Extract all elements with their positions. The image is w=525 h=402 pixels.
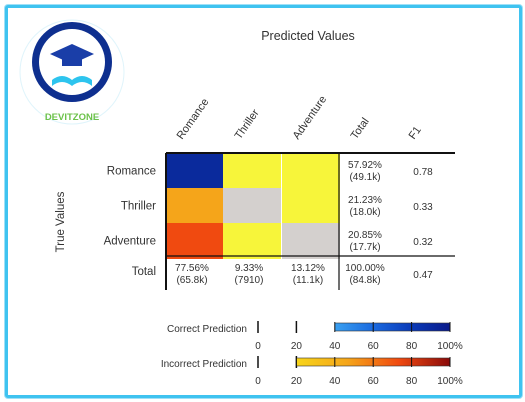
column-total-pct: 77.56% (175, 263, 209, 274)
row-label: Adventure (104, 236, 156, 248)
legend-tick-label: 80 (406, 341, 418, 352)
legend-tick-label: 60 (368, 376, 380, 387)
column-total-pct: 9.33% (235, 263, 263, 274)
legend-tick-label: 100% (437, 341, 463, 352)
legend-tick-label: 0 (255, 376, 261, 387)
matrix-cell (166, 223, 224, 259)
y-axis-label: True Values (55, 191, 67, 252)
graduation-cap-base-icon (62, 58, 82, 66)
total-row-label: Total (132, 266, 156, 278)
legend-tick-label: 0 (255, 341, 261, 352)
row-total-count: (18.0k) (349, 207, 380, 218)
column-total-count: (84.8k) (349, 275, 380, 286)
matrix-cell (282, 153, 340, 189)
f1-value: 0.32 (413, 237, 433, 248)
matrix-cell (223, 153, 281, 189)
column-total-count: (7910) (235, 275, 264, 286)
legend-label: Correct Prediction (167, 324, 247, 335)
row-total-pct: 20.85% (348, 230, 382, 241)
chart-title: Predicted Values (261, 29, 355, 43)
column-header: Romance (175, 96, 212, 141)
legend-color-bar (334, 322, 451, 332)
column-header: Adventure (291, 94, 330, 142)
legend-tick-label: 80 (406, 376, 418, 387)
f1-value: 0.47 (413, 270, 433, 281)
matrix-group: Romance Thriller Adventure Total F1 Romance Th… (104, 94, 455, 290)
legend-tick-label: 40 (329, 376, 341, 387)
devitzone-logo: DEVITZONE (19, 19, 125, 125)
column-total-pct: 13.12% (291, 263, 325, 274)
matrix-cell (282, 188, 340, 224)
row-total-count: (49.1k) (349, 172, 380, 183)
matrix-cell (223, 188, 281, 224)
column-header: Thriller (233, 107, 262, 142)
legend-tick-label: 40 (329, 341, 341, 352)
matrix-cell (282, 223, 340, 259)
logo-brand-text: DEVITZONE (45, 112, 99, 123)
legend-group: Correct Prediction 0 20 40 60 80 100% Incorrect… (161, 321, 463, 387)
row-total-pct: 57.92% (348, 160, 382, 171)
legend-label: Incorrect Prediction (161, 359, 247, 370)
f1-value: 0.78 (413, 167, 433, 178)
row-total-pct: 21.23% (348, 195, 382, 206)
matrix-cell (223, 223, 281, 259)
matrix-cell (166, 188, 224, 224)
column-total-count: (11.1k) (293, 275, 323, 286)
legend-tick-label: 60 (368, 341, 380, 352)
legend-tick-label: 20 (291, 376, 303, 387)
row-label: Romance (107, 166, 156, 178)
open-book-icon (52, 76, 92, 86)
legend-tick-label: 20 (291, 341, 303, 352)
column-total-pct: 100.00% (345, 263, 385, 274)
f1-value: 0.33 (413, 202, 433, 213)
column-total-count: (65.8k) (176, 275, 207, 286)
matrix-cell (166, 153, 224, 189)
column-header: F1 (407, 124, 424, 141)
column-header: Total (349, 116, 372, 142)
row-label: Thriller (121, 201, 156, 213)
graduation-cap-icon (50, 44, 94, 64)
row-total-count: (17.7k) (349, 242, 380, 253)
legend-tick-label: 100% (437, 376, 463, 387)
